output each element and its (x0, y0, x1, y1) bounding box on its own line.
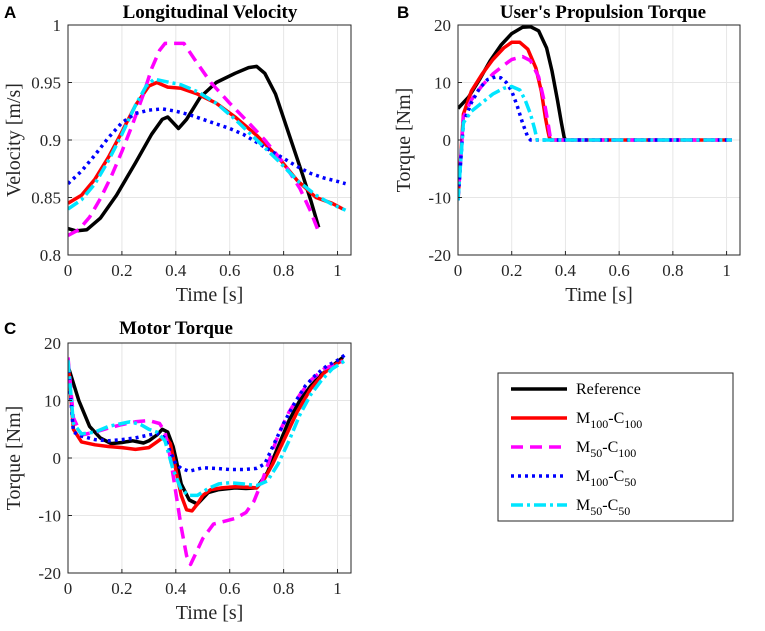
legend-label-main: M (576, 497, 590, 514)
x-tick-label: 0.6 (219, 579, 240, 598)
x-tick-label: 0.2 (111, 579, 132, 598)
y-axis-label: Torque [Nm] (393, 88, 415, 193)
legend-label: M100-C50 (576, 468, 636, 489)
y-tick-label: -20 (38, 564, 61, 583)
y-tick-label: 20 (434, 16, 451, 35)
x-tick-label: 1 (333, 261, 342, 280)
x-tick-label: 0.8 (273, 579, 294, 598)
x-tick-label: 0.4 (555, 261, 577, 280)
y-tick-label: 10 (434, 74, 451, 93)
x-tick-label: 0.4 (165, 261, 187, 280)
legend-label-main: Reference (576, 381, 641, 398)
series-line-m100-c50 (458, 75, 732, 201)
panel-letter: B (397, 3, 409, 22)
legend-label-sub: 50 (590, 504, 602, 518)
series-line-m50-c50 (458, 84, 732, 201)
x-tick-label: 0.8 (273, 261, 294, 280)
x-axis-label: Time [s] (176, 602, 244, 624)
panel-letter: A (4, 3, 16, 22)
legend-label-sub: 100 (624, 417, 642, 431)
legend-label-sub: 100 (590, 417, 608, 431)
legend-label-main: M (576, 468, 590, 485)
x-tick-label: 0.8 (662, 261, 683, 280)
y-tick-label: 0 (443, 131, 452, 150)
legend-label-mid: -C (608, 410, 624, 427)
y-tick-label: 0 (53, 449, 62, 468)
x-tick-label: 0.6 (219, 261, 240, 280)
legend-label: M100-C100 (576, 410, 642, 431)
series-line-m50-c50 (68, 358, 347, 498)
y-axis-label: Torque [Nm] (3, 406, 25, 511)
y-tick-label: 1 (53, 16, 62, 35)
legend-label-sub: 50 (624, 475, 636, 489)
series-group (68, 353, 347, 567)
legend-label: M50-C100 (576, 439, 636, 460)
legend-label-mid: -C (602, 439, 618, 456)
x-axis-label: Time [s] (176, 284, 244, 306)
series-group (68, 41, 347, 238)
x-tick-label: 0 (64, 261, 73, 280)
legend: ReferenceM100-C100M50-C100M100-C50M50-C5… (497, 372, 734, 522)
x-tick-label: 0 (454, 261, 463, 280)
x-tick-label: 0.2 (501, 261, 522, 280)
legend-label-mid: -C (608, 468, 624, 485)
y-tick-label: 0.8 (40, 246, 61, 265)
y-tick-label: 0.85 (31, 189, 61, 208)
x-tick-label: 0.6 (609, 261, 630, 280)
legend-label-sub: 100 (590, 475, 608, 489)
y-tick-label: 0.9 (40, 131, 61, 150)
series-group (458, 25, 732, 201)
panel-letter: C (4, 319, 16, 338)
series-line-m100-c100 (68, 80, 344, 211)
y-tick-label: 20 (44, 334, 61, 353)
chart-title: User's Propulsion Torque (500, 2, 706, 23)
y-tick-label: 10 (44, 392, 61, 411)
x-tick-label: 0.2 (111, 261, 132, 280)
y-tick-label: -10 (38, 507, 61, 526)
chart-title: Motor Torque (119, 318, 233, 339)
legend-label-sub: 50 (618, 504, 630, 518)
x-tick-label: 0 (64, 579, 73, 598)
series-line-m50-c100 (68, 41, 321, 238)
legend-label-mid: -C (602, 497, 618, 514)
legend-label-sub: 50 (590, 446, 602, 460)
legend-label: Reference (576, 381, 641, 398)
legend-label-sub: 100 (618, 446, 636, 460)
chart-title: Longitudinal Velocity (123, 2, 298, 23)
chart-panel-c: 0 0.2 0.4 0.6 0.8 1 -20 -10 0 10 20 Time [s] Torque … (3, 318, 352, 624)
series-line-reference (68, 64, 321, 233)
series-line-m100-c50 (68, 107, 347, 186)
x-tick-label: 0.4 (165, 579, 187, 598)
chart-panel-b: 0 0.2 0.4 0.6 0.8 1 -20 -10 0 10 20 Time [s] Torque … (393, 2, 741, 306)
x-tick-label: 1 (722, 261, 731, 280)
x-axis-label: Time [s] (565, 284, 633, 306)
legend-label: M50-C50 (576, 497, 630, 518)
y-tick-label: 0.95 (31, 74, 61, 93)
legend-label-main: M (576, 410, 590, 427)
y-tick-label: -20 (428, 246, 451, 265)
chart-panel-a: 0 0.2 0.4 0.6 0.8 1 0.8 0.85 0.9 0.95 1 Time [s] Vel… (3, 2, 352, 306)
series-line-m50-c50 (68, 77, 347, 212)
series-line-m50-c100 (458, 54, 732, 201)
series-line-m100-c100 (68, 358, 344, 513)
y-axis-label: Velocity [m/s] (3, 83, 25, 197)
x-tick-label: 1 (333, 579, 342, 598)
y-tick-label: -10 (428, 189, 451, 208)
series-line-m100-c50 (68, 353, 347, 473)
legend-label-main: M (576, 439, 590, 456)
